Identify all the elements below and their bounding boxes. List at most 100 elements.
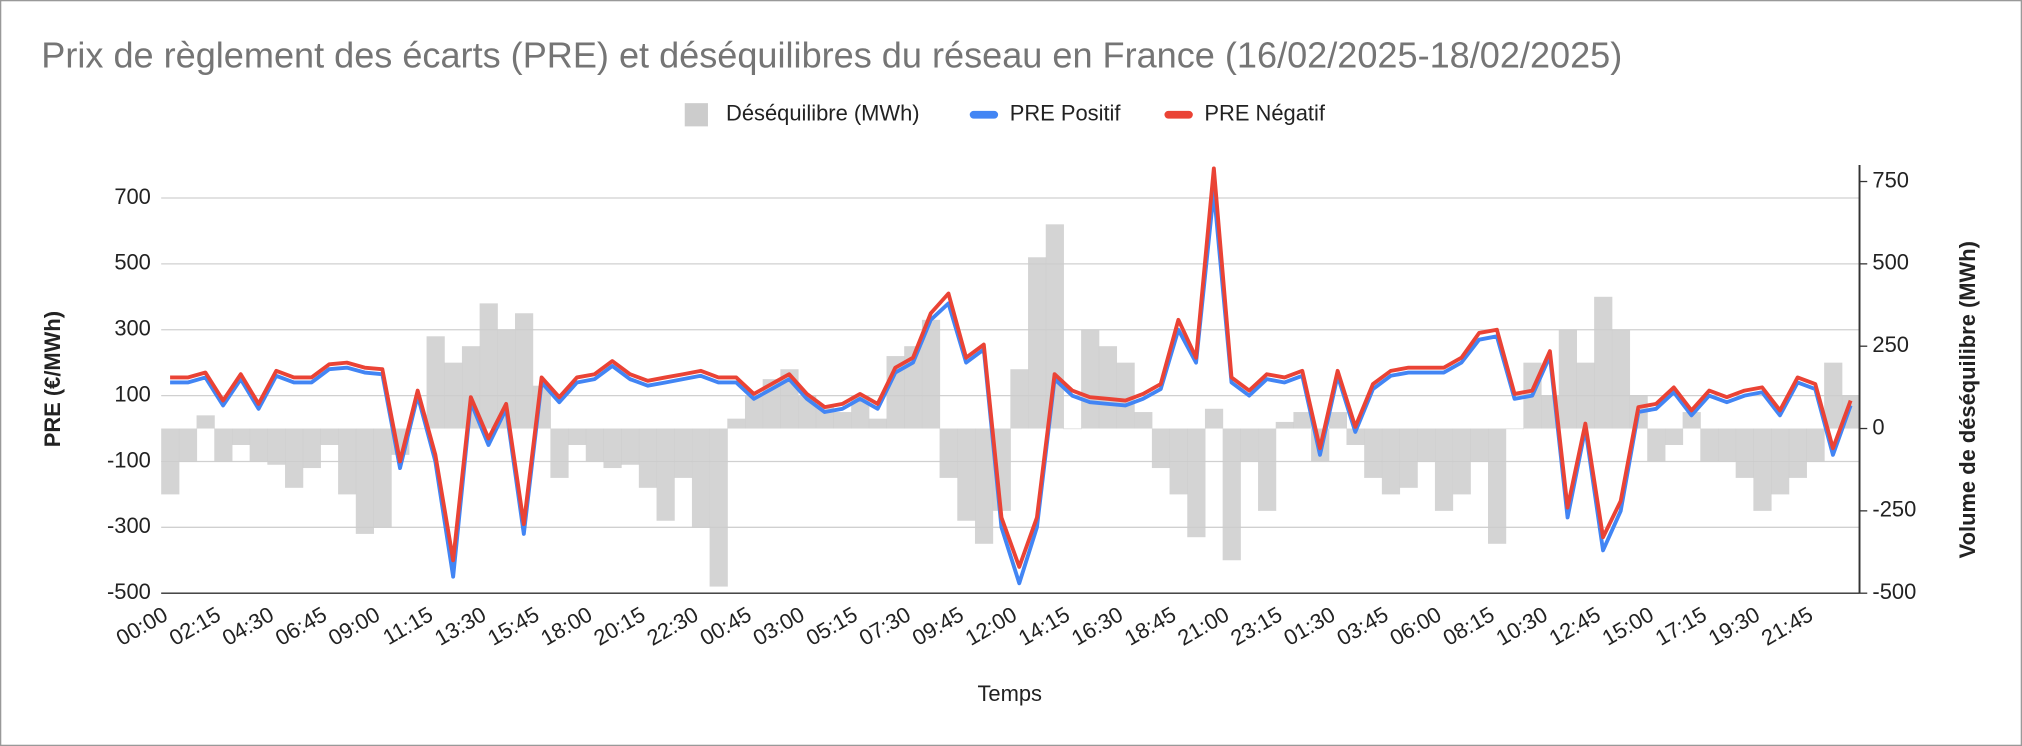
imbalance-step [1505,428,1524,430]
imbalance-step [1611,329,1631,429]
imbalance-step [833,412,852,429]
imbalance-step [1028,257,1047,429]
line-layer [170,166,1853,586]
imbalance-step [851,395,870,429]
imbalance-step [939,428,958,478]
imbalance-step [1452,428,1471,495]
imbalance-step [1063,428,1082,430]
imbalance-step [656,428,675,521]
imbalance-step [550,428,569,478]
imbalance-step [1222,428,1241,561]
imbalance-step [1399,428,1418,488]
imbalance-step [1328,412,1347,429]
imbalance-step [1753,428,1772,511]
imbalance-step [1275,421,1294,429]
imbalance-step [674,428,693,478]
imbalance-step [249,428,268,462]
y2-tick-label: 500 [1872,250,1909,275]
imbalance-step [744,395,764,429]
imbalance-step [515,313,534,429]
imbalance-step [1700,428,1719,462]
imbalance-step [1364,428,1383,478]
imbalance-step [214,428,233,462]
imbalance-step [691,428,711,528]
imbalance-step [161,428,180,495]
imbalance-step [1664,428,1684,445]
imbalance-step [1558,329,1577,429]
y2-tick-label: 0 [1872,414,1884,439]
imbalance-step [444,362,463,429]
imbalance-step [1187,428,1206,538]
imbalance-step [1258,428,1277,511]
imbalance-step [603,428,622,469]
imbalance-step [196,415,215,429]
imbalance-step [302,428,321,469]
imbalance-step [178,428,198,462]
legend-swatch [1164,110,1193,119]
imbalance-step [1717,428,1737,462]
chart-title: Prix de règlement des écarts (PRE) et dé… [41,35,1622,76]
y2-tick-label: 250 [1872,332,1909,357]
y-tick-label: 100 [114,381,151,406]
imbalance-step [621,428,640,465]
imbalance-step [1293,412,1312,429]
legend-swatch [684,103,708,127]
legend-label: PRE Positif [1010,101,1122,126]
imbalance-step [1417,428,1436,462]
imbalance-step [231,428,251,445]
imbalance-step [1488,428,1507,544]
imbalance-step [1045,224,1064,429]
imbalance-step [1788,428,1807,478]
x-axis-label: Temps [977,681,1042,706]
y-tick-label: 300 [114,316,151,341]
imbalance-step [1169,428,1188,495]
imbalance-step [1116,362,1135,429]
imbalance-step [1682,412,1701,429]
legend-swatch [969,110,999,119]
imbalance-step [426,336,445,429]
imbalance-step [1647,428,1666,462]
imbalance-step [285,428,304,488]
imbalance-step [373,428,392,528]
y-axis-label: PRE (€/MWh) [40,311,65,447]
legend-label: Déséquilibre (MWh) [726,101,920,126]
legend-label: PRE Négatif [1204,101,1325,126]
imbalance-step [1010,369,1029,429]
imbalance-step [921,319,941,429]
imbalance-step [1434,428,1454,511]
imbalance-step [1824,362,1843,429]
area-layer [161,224,1861,587]
y2-tick-label: 750 [1872,167,1909,192]
imbalance-step [338,428,357,495]
imbalance-step [1134,412,1153,429]
y2-tick-label: -500 [1872,579,1916,604]
y-tick-label: 500 [114,250,151,275]
imbalance-step [1204,408,1224,429]
imbalance-step [1594,296,1613,429]
imbalance-step [1381,428,1401,495]
y2-tick-label: -250 [1872,497,1916,522]
imbalance-step [479,303,498,429]
imbalance-step [1346,428,1365,445]
imbalance-step [408,428,428,430]
imbalance-step [957,428,976,521]
imbalance-step [267,428,286,465]
imbalance-step [638,428,658,488]
imbalance-step [1098,346,1118,429]
imbalance-step [568,428,587,445]
imbalance-step [497,329,516,429]
imbalance-step [1081,329,1100,429]
y-tick-label: 700 [114,184,151,209]
imbalance-step [1151,428,1171,469]
imbalance-step [727,418,746,429]
imbalance-step [1470,428,1489,462]
imbalance-step [709,428,728,587]
imbalance-step [974,428,994,544]
y-tick-label: -100 [107,447,151,472]
imbalance-step [868,418,888,429]
imbalance-step [1735,428,1754,478]
y-tick-label: -300 [107,513,151,538]
imbalance-step [355,428,374,534]
y2-axis-label: Volume de déséquilibre (MWh) [1955,241,1980,558]
